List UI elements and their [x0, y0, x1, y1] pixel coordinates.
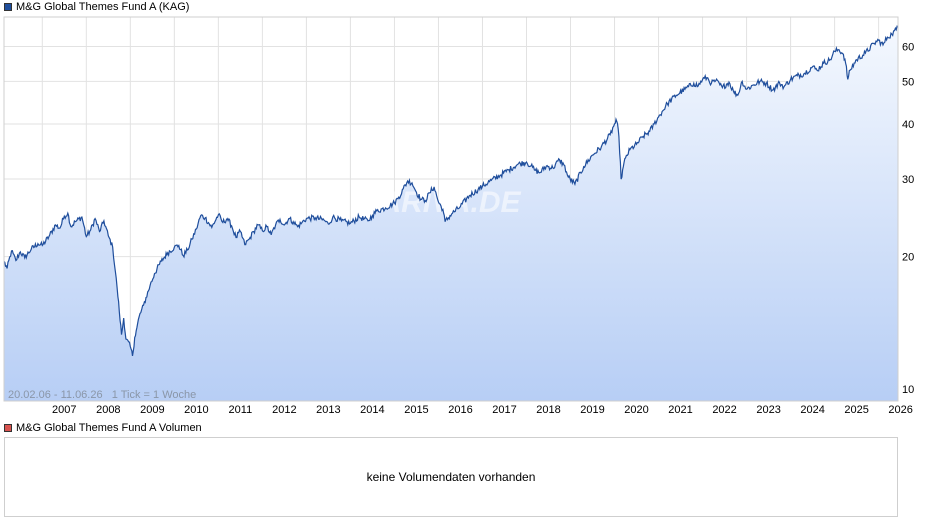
y-tick-label: 10 [902, 384, 914, 396]
x-tick-label: 2019 [580, 404, 604, 416]
y-tick-label: 20 [902, 252, 914, 264]
x-tick-label: 2011 [229, 404, 253, 416]
y-tick-label: 50 [902, 76, 914, 88]
plot-frame [3, 16, 899, 402]
x-tick-label: 2009 [140, 404, 164, 416]
x-tick-label: 2023 [756, 404, 780, 416]
x-tick-label: 2021 [668, 404, 692, 416]
x-tick-label: 2015 [404, 404, 428, 416]
range-info: 20.02.06 - 11.06.26 1 Tick = 1 Woche [8, 389, 196, 401]
x-tick-label: 2025 [844, 404, 868, 416]
x-tick-label: 2007 [52, 404, 76, 416]
y-tick-label: 30 [902, 174, 914, 186]
x-tick-label: 2014 [360, 404, 384, 416]
x-tick-label: 2013 [316, 404, 340, 416]
watermark-logo: ARIVA.DE [378, 186, 521, 219]
volume-legend-label: M&G Global Themes Fund A Volumen [16, 422, 202, 434]
volume-panel: keine Volumendaten vorhanden [4, 437, 898, 517]
x-tick-label: 2016 [448, 404, 472, 416]
x-tick-label: 2010 [184, 404, 208, 416]
x-tick-label: 2024 [800, 404, 824, 416]
price-series-swatch [4, 3, 12, 11]
x-tick-label: 2012 [272, 404, 296, 416]
x-tick-label: 2008 [96, 404, 120, 416]
volume-chart-legend: M&G Global Themes Fund A Volumen [4, 421, 202, 435]
price-area-fill [4, 26, 898, 401]
x-axis-labels: 2007 2008 2009 2010 2011 2012 2013 2014 2015 2016… [52, 404, 913, 416]
x-tick-label: 2017 [492, 404, 516, 416]
no-volume-message: keine Volumendaten vorhanden [366, 470, 536, 484]
price-line [3, 25, 899, 356]
x-tick-label: 2022 [712, 404, 736, 416]
price-legend-label: M&G Global Themes Fund A (KAG) [16, 1, 190, 13]
volume-series-swatch [4, 424, 12, 432]
y-tick-label: 60 [902, 41, 914, 53]
price-chart-legend: M&G Global Themes Fund A (KAG) [4, 0, 189, 14]
y-tick-label: 40 [902, 119, 914, 131]
x-tick-label: 2018 [536, 404, 560, 416]
y-axis-labels: 10 20 30 40 50 60 [902, 41, 914, 396]
x-tick-label: 2020 [624, 404, 648, 416]
x-tick-label: 2026 [888, 404, 912, 416]
